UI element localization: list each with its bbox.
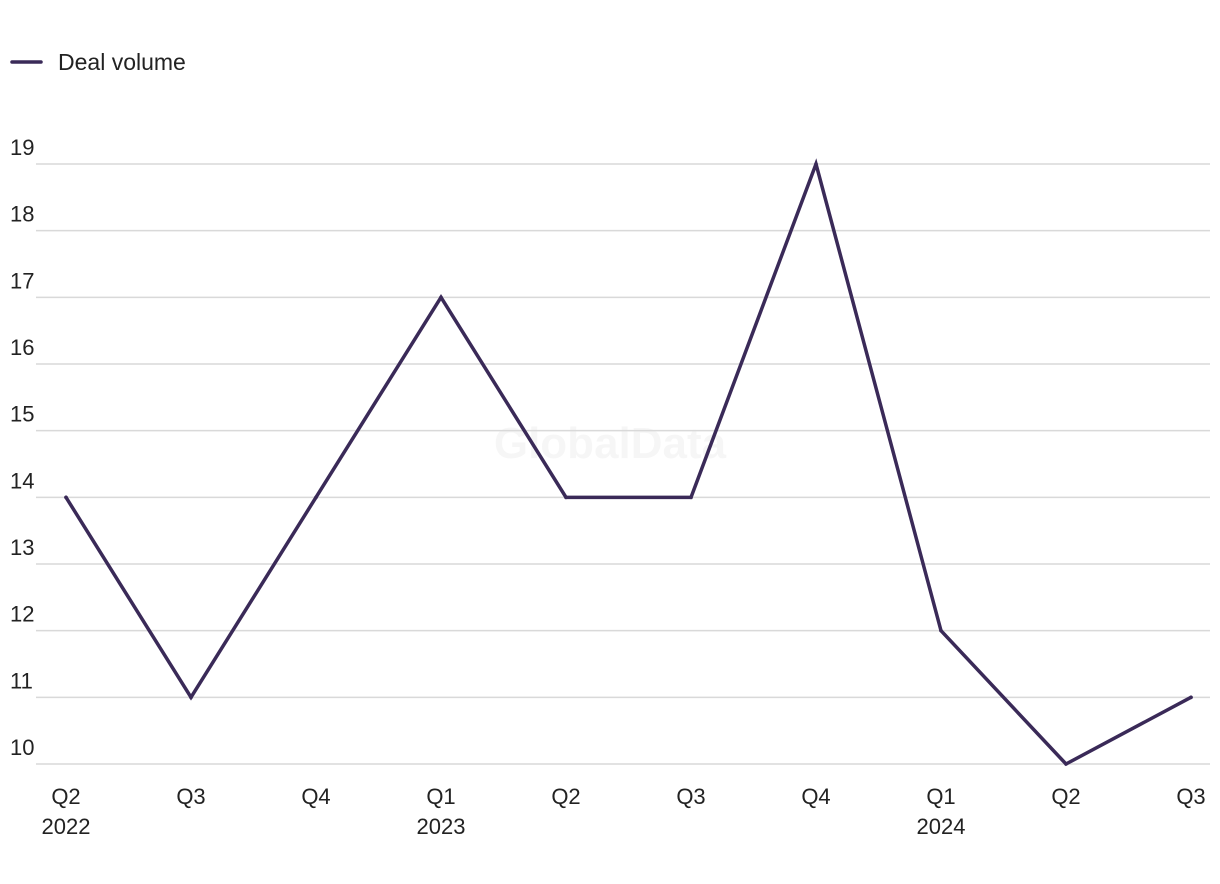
x-tick-label-quarter: Q2 (551, 784, 580, 809)
data-point (189, 695, 193, 700)
series-lines (64, 158, 1193, 767)
x-tick-label-quarter: Q1 (426, 784, 455, 809)
y-tick-label: 18 (10, 202, 34, 227)
data-point (939, 628, 943, 633)
x-tick-label-quarter: Q2 (51, 784, 80, 809)
y-tick-label: 17 (10, 268, 34, 293)
legend: Deal volume (10, 49, 186, 75)
y-tick-label: 13 (10, 535, 34, 560)
series-line-deal-volume (64, 158, 1193, 767)
data-point (1064, 762, 1068, 766)
data-point (814, 162, 818, 166)
x-tick-label-quarter: Q3 (176, 784, 205, 809)
data-point (314, 495, 318, 500)
watermark: GlobalData (494, 419, 727, 468)
x-tick-label-quarter: Q3 (1176, 784, 1205, 809)
data-point (1189, 695, 1193, 700)
y-tick-label: 16 (10, 335, 34, 360)
y-tick-label: 15 (10, 402, 34, 427)
y-tick-label: 10 (10, 735, 34, 760)
x-axis-tick-labels: Q2 2022 Q3 Q4 Q1 2023 Q2 Q3 Q4 Q1 2024 Q2 Q3 (42, 784, 1206, 839)
y-tick-label: 14 (10, 468, 34, 493)
y-tick-label: 12 (10, 602, 34, 627)
x-tick-label-year: 2022 (42, 814, 91, 839)
x-tick-label-year: 2023 (417, 814, 466, 839)
x-tick-label-quarter: Q2 (1051, 784, 1080, 809)
x-tick-label-quarter: Q4 (301, 784, 330, 809)
y-tick-label: 19 (10, 135, 34, 160)
y-axis-tick-labels: 10 11 12 13 14 15 16 17 18 19 (10, 135, 34, 760)
data-point (564, 495, 568, 500)
x-tick-label-quarter: Q1 (926, 784, 955, 809)
y-tick-label: 11 (10, 668, 33, 693)
data-point (689, 495, 693, 500)
data-point (439, 295, 443, 300)
legend-label-deal-volume: Deal volume (58, 49, 186, 75)
x-tick-label-quarter: Q3 (676, 784, 705, 809)
data-point (64, 495, 68, 500)
x-tick-label-year: 2024 (917, 814, 966, 839)
x-tick-label-quarter: Q4 (801, 784, 830, 809)
